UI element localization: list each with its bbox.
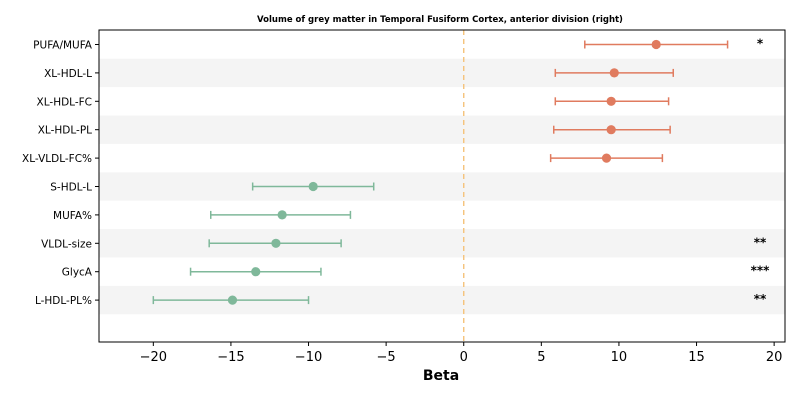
y-tick-label: GlycA	[62, 267, 93, 279]
x-tick-label: −20	[140, 350, 167, 365]
significance-label: ***	[751, 264, 771, 278]
beta-point	[606, 125, 616, 135]
y-tick-label: S-HDL-L	[50, 182, 92, 194]
row-stripe	[99, 229, 785, 258]
x-tick-label: 20	[766, 350, 783, 365]
significance-labels: ********	[751, 37, 771, 307]
significance-label: *	[757, 37, 764, 51]
beta-point	[606, 96, 616, 106]
x-tick-label: 15	[688, 350, 705, 365]
y-tick-label: PUFA/MUFA	[33, 40, 93, 52]
plot-frame	[98, 29, 786, 343]
y-tick-label: VLDL-size	[41, 238, 92, 250]
beta-point	[277, 210, 287, 220]
row-stripe	[99, 172, 785, 201]
x-tick-label: −15	[217, 350, 244, 365]
y-tick-label: XL-HDL-L	[44, 68, 92, 80]
beta-point	[271, 238, 281, 248]
y-tick-label: XL-VLDL-FC%	[22, 153, 92, 165]
beta-point	[609, 68, 619, 78]
y-tick-label: L-HDL-PL%	[35, 295, 92, 307]
row-stripes	[99, 58, 785, 315]
x-tick-label: 5	[537, 350, 545, 365]
row-stripe	[99, 115, 785, 144]
significance-label: **	[754, 292, 767, 306]
x-tick-label: 10	[611, 350, 628, 365]
y-tick-label: XL-HDL-FC	[37, 96, 92, 108]
x-axis-ticks: −20 −15 −10 −5 0 5 10 15 20	[140, 342, 783, 365]
beta-point	[308, 181, 318, 192]
x-axis-label: Beta	[423, 368, 459, 384]
significance-label: **	[754, 235, 767, 249]
y-tick-label: MUFA%	[53, 210, 92, 222]
beta-point	[651, 39, 661, 50]
chart-title: Volume of grey matter in Temporal Fusifo…	[257, 15, 623, 25]
x-tick-label: −10	[295, 350, 322, 365]
y-tick-labels: PUFA/MUFA XL-HDL-L XL-HDL-FC XL-HDL-PL XL-VL…	[22, 40, 99, 307]
beta-point	[227, 295, 238, 305]
error-bars	[152, 39, 729, 305]
x-tick-label: −5	[377, 350, 396, 365]
beta-point	[601, 153, 612, 163]
y-tick-label: XL-HDL-PL	[38, 125, 92, 137]
beta-point	[251, 267, 261, 277]
row-stripe	[99, 58, 785, 88]
x-tick-label: 0	[460, 350, 468, 365]
